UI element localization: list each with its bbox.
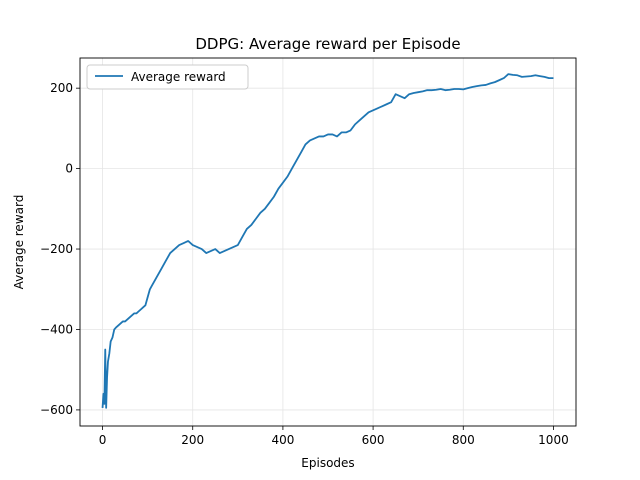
y-tick-label: −200 bbox=[40, 242, 73, 256]
y-tick-label: 200 bbox=[50, 81, 73, 95]
x-tick-label: 0 bbox=[99, 433, 107, 447]
x-axis-label: Episodes bbox=[301, 456, 354, 470]
x-tick-label: 200 bbox=[181, 433, 204, 447]
legend-box bbox=[86, 64, 249, 90]
grid bbox=[80, 58, 576, 426]
chart-title: DDPG: Average reward per Episode bbox=[195, 35, 460, 53]
ticks: 0 200 400 600 800 1000 −600 −400 −200 0 200 bbox=[40, 81, 569, 447]
x-tick-label: 600 bbox=[362, 433, 385, 447]
y-axis-label: Average reward bbox=[12, 195, 26, 290]
series-layer bbox=[101, 73, 554, 409]
x-tick-label: 400 bbox=[271, 433, 294, 447]
axes-frame bbox=[79, 57, 577, 427]
legend: Average reward bbox=[86, 64, 249, 90]
y-tick-label: −400 bbox=[40, 322, 73, 336]
series-line bbox=[101, 73, 554, 409]
x-tick-label: 1000 bbox=[538, 433, 569, 447]
x-tick-label: 800 bbox=[452, 433, 475, 447]
y-tick-label: −600 bbox=[40, 403, 73, 417]
legend-label: Average reward bbox=[131, 70, 226, 84]
y-tick-label: 0 bbox=[65, 162, 73, 176]
